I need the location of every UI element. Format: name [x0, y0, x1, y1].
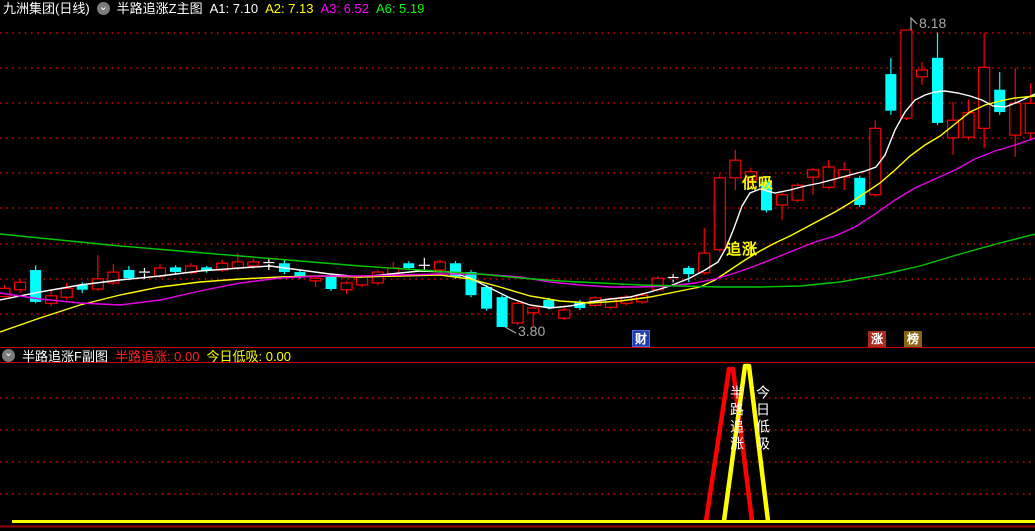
indicator-value-a2: A2: 7.13 [265, 1, 314, 16]
chevron-glyph: ⌄ [3, 347, 14, 359]
badge-cai[interactable]: 财 [632, 330, 650, 347]
chevron-glyph: ⌄ [98, 0, 108, 13]
high-price-label: 8.18 [919, 15, 947, 31]
annotation-dixi: 低吸 [742, 175, 775, 192]
indicator-value-a1: A1: 7.10 [209, 1, 259, 16]
sub-indicator-title[interactable]: 半路追涨F副图 [22, 348, 108, 364]
main-price-chart[interactable] [0, 0, 1035, 347]
sub-value-zhuizhang: 半路追涨: 0.00 [114, 348, 200, 364]
indicator-value-a6: A6: 5.19 [375, 1, 425, 16]
indicator-value-a3: A3: 6.52 [320, 1, 369, 16]
chevron-down-icon[interactable]: ⌄ [96, 0, 110, 15]
badge-zhang[interactable]: 涨 [868, 331, 886, 347]
main-chart-header: 九洲集团(日线) ⌄ 半路追涨Z主图 A1: 7.10 A2: 7.13 A3:… [0, 0, 1035, 17]
annotation-zhuizhang: 追涨 [726, 241, 759, 258]
sub-value-dixi: 今日低吸: 0.00 [206, 348, 292, 364]
vertical-label-dixi: 今日低吸 [755, 385, 771, 453]
sub-indicator-chart[interactable] [0, 363, 1035, 531]
symbol-title: 九洲集团(日线) [3, 1, 90, 16]
badge-bang[interactable]: 榜 [904, 331, 922, 347]
chevron-down-icon[interactable]: ⌄ [2, 347, 15, 362]
low-price-label: 3.80 [518, 323, 546, 339]
vertical-label-zhuizhang: 半路追涨 [729, 385, 745, 453]
sub-chart-header: ⌄ 半路追涨F副图 半路追涨: 0.00 今日低吸: 0.00 [0, 347, 1035, 364]
main-indicator-title[interactable]: 半路追涨Z主图 [116, 1, 203, 16]
